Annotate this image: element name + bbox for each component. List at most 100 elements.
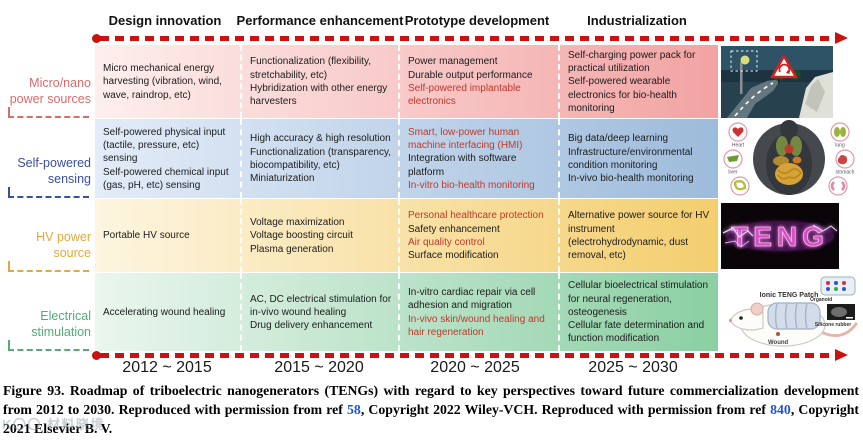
cell-item: Self-powered chemical input (gas, pH, et… — [103, 166, 229, 191]
row-label-micro-nano-power-sources: Micro/nano power sources — [0, 45, 95, 119]
cell-item: Cellular bioelectrical stimulation for n… — [568, 280, 709, 318]
teng-glow-text: TENG — [731, 221, 829, 252]
cell-item: Plasma generation — [250, 243, 334, 255]
organ-label-liver: liver — [728, 170, 738, 176]
reference-link-840[interactable]: 840 — [770, 401, 791, 417]
cell-item-highlight: Air quality control — [408, 237, 485, 248]
cell-item-highlight: Personal healthcare protection — [408, 210, 544, 222]
label-wound: Wound — [768, 340, 789, 346]
cell-item: Big data/deep learning — [568, 133, 669, 145]
cell-item: AC, DC electrical stimulation for in-viv… — [250, 293, 392, 318]
row-label-electrical-stimulation: Electrical stimulation — [0, 273, 95, 352]
row-electrical-stimulation: Electrical stimulation Accelerating woun… — [0, 273, 863, 352]
row-self-powered-sensing: Self-powered sensing Self-powered physic… — [0, 119, 863, 199]
body-organ-monitoring-illustration: Heart lung liver stomach — [721, 120, 857, 198]
label-bracket — [8, 261, 89, 272]
label-bracket — [8, 187, 89, 198]
bottom-timeline-arrow — [92, 349, 848, 361]
cell-r1-performance: Functionalization (flexibility, stretcha… — [240, 45, 398, 118]
label-bracket — [8, 107, 89, 118]
cell-r2-industrialization: Big data/deep learning Infrastructure/en… — [558, 119, 718, 198]
cell-item: Drug delivery enhancement — [250, 320, 373, 332]
cell-item-highlight: Self-powered implantable electronics — [408, 83, 521, 108]
cell-item: Power management — [408, 56, 498, 68]
column-header-design-innovation: Design innovation — [108, 13, 222, 28]
cell-item-highlight: Smart, low-power human machine interfaci… — [408, 126, 523, 152]
cell-r1-design: Micro mechanical energy harvesting (vibr… — [95, 45, 240, 118]
cell-item: Safety enhancement — [408, 223, 500, 235]
cell-item: Voltage maximization — [250, 217, 345, 229]
cell-r1-industrialization: Self-charging power pack for practical u… — [558, 45, 718, 118]
organ-label-stomach: stomach — [836, 170, 855, 176]
cell-r3-industrialization: Alternative power source for HV instrume… — [558, 199, 718, 272]
cell-item: In-vivo bio-health monitoring — [568, 173, 694, 185]
cell-r3-prototype: Personal healthcare protection Safety en… — [398, 199, 558, 272]
label-bracket — [8, 340, 89, 351]
figure-caption: Figure 93. Roadmap of triboelectric nano… — [3, 382, 859, 438]
arrow-head-icon — [835, 349, 848, 361]
arrow-start-dot — [92, 34, 101, 43]
cell-item: Micro mechanical energy harvesting (vibr… — [103, 63, 222, 101]
cell-r2-performance: High accuracy & high resolution Function… — [240, 119, 398, 198]
cell-item: Voltage boosting circuit — [250, 230, 353, 242]
label-organoid: Organoid — [810, 297, 832, 303]
caption-text: Roadmap of triboelectric nanogenerators … — [3, 383, 859, 417]
cell-item: Integration with software platform — [408, 153, 517, 178]
label-ionic-teng-patch: Ionic TENG Patch — [760, 292, 819, 299]
cell-item: Functionalization (flexibility, stretcha… — [250, 56, 371, 81]
row-micro-nano-power-sources: Micro/nano power sources Micro mechanica… — [0, 45, 863, 119]
cell-item: Durable output performance — [408, 69, 533, 81]
cell-r1-prototype: Power management Durable output performa… — [398, 45, 558, 118]
period-2025-2030: 2025 ~ 2030 — [588, 359, 678, 376]
teng-plasma-illustration: TENG — [721, 203, 839, 269]
cell-r4-design: Accelerating wound healing — [95, 273, 240, 351]
caption-text: , Copyright 2021 Elsevier B. V. — [3, 401, 859, 436]
top-timeline-arrow — [92, 32, 848, 44]
organ-label-heart: Heart — [732, 143, 745, 149]
arrow-start-dot — [92, 351, 101, 360]
arrow-dashed-line — [100, 353, 835, 358]
caption-text: , Copyright 2022 Wiley-VCH. Reproduced w… — [360, 401, 771, 417]
cell-item: Alternative power source for HV instrume… — [568, 210, 710, 262]
caption-figure-number: Figure 93. — [3, 383, 65, 398]
row-label-hv-power-source: HV power source — [0, 199, 95, 273]
cell-r4-performance: AC, DC electrical stimulation for in-viv… — [240, 273, 398, 351]
cell-item: Surface modification — [408, 250, 499, 262]
label-silicone-rubber: Silicone rubber — [815, 322, 851, 328]
arrow-dashed-line — [100, 36, 835, 41]
row-hv-power-source: HV power source Portable HV source Volta… — [0, 199, 863, 273]
cell-r3-design: Portable HV source — [95, 199, 240, 272]
cell-item: Hybridization with other energy harveste… — [250, 83, 388, 108]
cell-item: Infrastructure/environmental condition m… — [568, 146, 693, 171]
period-2012-2015: 2012 ~ 2015 — [122, 359, 212, 376]
cell-item: High accuracy & high resolution — [250, 133, 391, 145]
cell-r3-performance: Voltage maximization Voltage boosting ci… — [240, 199, 398, 272]
rat-patch-illustration: Ionic TENG Patch Wound Organoid Silicone… — [721, 273, 859, 352]
cell-item: Accelerating wound healing — [103, 306, 226, 318]
organ-label-lung: lung — [835, 143, 845, 149]
cell-item: Cellular fate determination and function… — [568, 320, 705, 345]
cell-r2-prototype: Smart, low-power human machine interfaci… — [398, 119, 558, 198]
period-2015-2020: 2015 ~ 2020 — [274, 359, 364, 376]
cell-item: Self-powered wearable electronics for bi… — [568, 76, 677, 114]
column-header-performance-enhancement: Performance enhancement — [236, 13, 404, 28]
cell-r4-prototype: In-vitro cardiac repair via cell adhesio… — [398, 273, 558, 351]
cell-item-highlight: In-vitro bio-health monitoring — [408, 179, 535, 191]
column-header-prototype-development: Prototype development — [404, 13, 550, 28]
cell-r4-industrialization: Cellular bioelectrical stimulation for n… — [558, 273, 718, 351]
row-label-self-powered-sensing: Self-powered sensing — [0, 119, 95, 199]
image-human-body-organs: Heart lung liver stomach — [718, 119, 863, 199]
period-2020-2025: 2020 ~ 2025 — [430, 359, 520, 376]
column-header-industrialization: Industrialization — [587, 13, 687, 28]
cell-r2-design: Self-powered physical input (tactile, pr… — [95, 119, 240, 198]
cell-item: Self-powered physical input (tactile, pr… — [103, 126, 226, 165]
arrow-head-icon — [835, 32, 848, 44]
cell-item: Portable HV source — [103, 230, 190, 242]
reference-link-58[interactable]: 58 — [347, 401, 361, 417]
cell-item: In-vitro cardiac repair via cell adhesio… — [408, 286, 536, 312]
image-outdoor-road-scene — [718, 45, 863, 119]
cell-item: Functionalization (transparency, biocomp… — [250, 146, 391, 171]
image-rat-teng-patch: Ionic TENG Patch Wound Organoid Silicone… — [718, 273, 863, 352]
watermark: K〇〇 材料晓境 — [2, 417, 106, 432]
